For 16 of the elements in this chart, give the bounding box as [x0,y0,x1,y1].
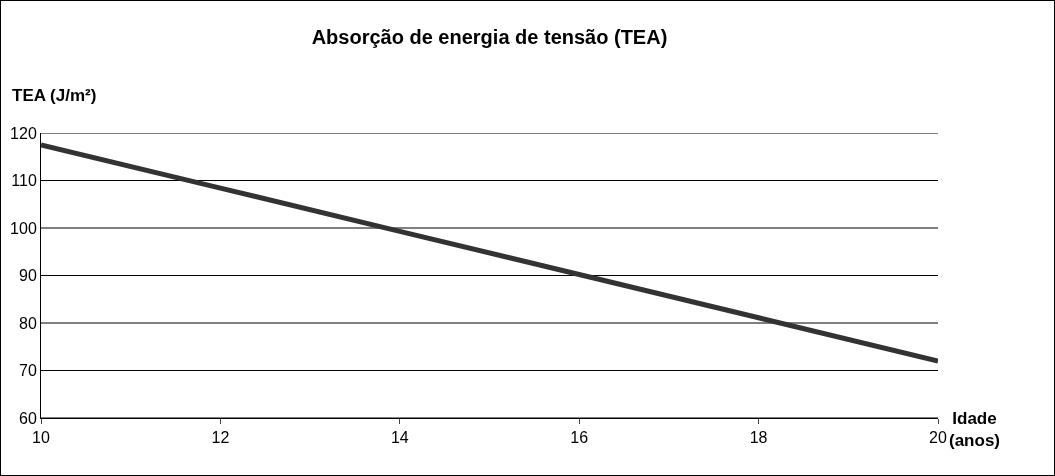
y-tick-label: 70 [19,362,37,380]
x-tick-label: 18 [749,429,768,447]
y-tick-label: 60 [19,409,37,427]
y-axis-title: TEA (J/m²) [12,86,97,105]
x-tick-label: 20 [929,429,947,447]
chart-title: Absorção de energia de tensão (TEA) [311,25,668,48]
y-tick-label: 90 [19,267,37,285]
x-axis-title: Idade (anos) [949,409,1000,451]
y-tick-label: 120 [10,124,37,142]
x-tick-label: 14 [390,429,409,447]
x-tick-label: 16 [570,429,589,447]
y-tick-label: 110 [11,172,37,190]
x-tick-label: 10 [32,429,50,447]
x-tick-label: 12 [211,429,230,447]
y-tick-label: 100 [10,219,37,237]
y-tick-label: 80 [19,314,37,332]
